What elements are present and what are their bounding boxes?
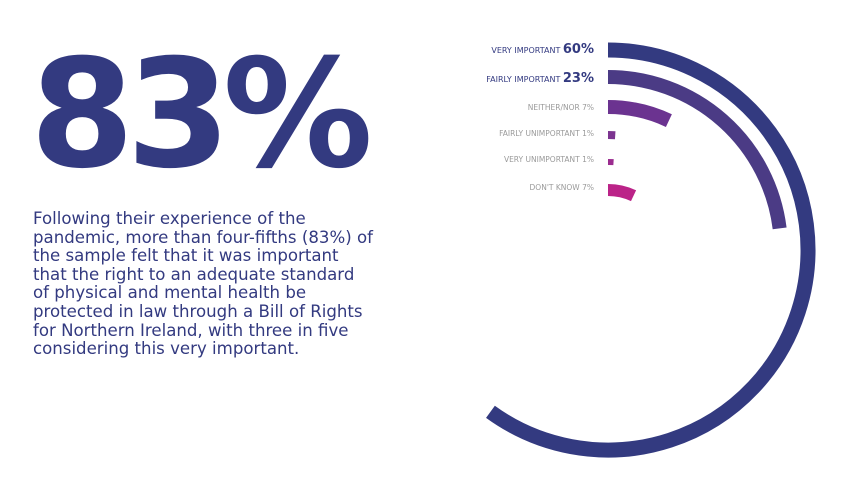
- category-name-3: FAIRLY UNIMPORTANT: [499, 129, 582, 138]
- arc-bar-0: [486, 42, 816, 458]
- value-label-3: 1%: [582, 129, 594, 138]
- arc-bar-1: [607, 70, 787, 230]
- category-label-3: FAIRLY UNIMPORTANT 1%: [499, 129, 594, 138]
- value-label-1: 23%: [563, 71, 594, 86]
- category-label-5: DON'T KNOW 7%: [530, 183, 594, 192]
- value-label-4: 1%: [582, 155, 594, 164]
- category-name-1: FAIRLY IMPORTANT: [486, 75, 563, 84]
- category-name-0: VERY IMPORTANT: [491, 46, 563, 55]
- category-label-1: FAIRLY IMPORTANT 23%: [486, 71, 594, 86]
- category-label-0: VERY IMPORTANT 60%: [491, 42, 594, 57]
- category-name-4: VERY UNIMPORTANT: [504, 155, 582, 164]
- value-label-2: 7%: [582, 103, 594, 112]
- arc-bar-2: [607, 100, 672, 128]
- value-label-0: 60%: [563, 42, 594, 57]
- arc-bar-5: [607, 184, 637, 202]
- headline-stat: 83%: [30, 28, 373, 202]
- category-name-2: NEITHER/NOR: [528, 103, 582, 112]
- value-label-5: 7%: [582, 183, 594, 192]
- category-label-4: VERY UNIMPORTANT 1%: [504, 155, 594, 164]
- category-name-5: DON'T KNOW: [530, 183, 583, 192]
- description-text: Following their experience of the pandem…: [33, 209, 373, 359]
- category-label-2: NEITHER/NOR 7%: [528, 103, 594, 112]
